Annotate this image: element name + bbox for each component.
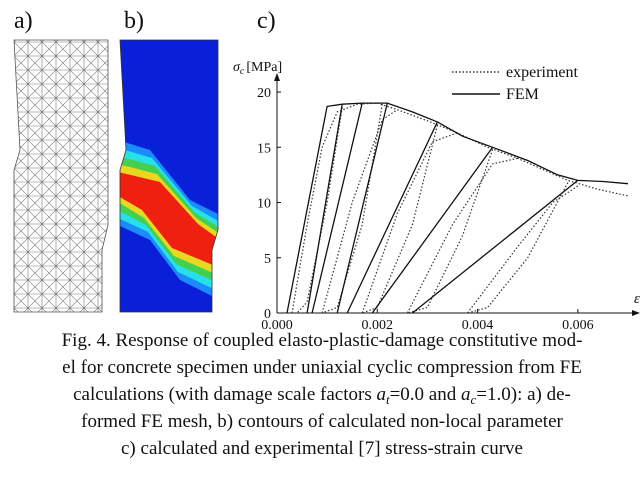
x-axis-label: ε <box>634 291 640 307</box>
y-arrow <box>274 73 280 81</box>
y-label-unit: [MPa] <box>246 60 282 75</box>
caption-text: =1.0): a) de- <box>476 384 571 405</box>
y-tick-label: 0 <box>264 307 271 322</box>
caption-line: Fig. 4. Response of coupled elasto-plast… <box>62 330 583 351</box>
caption-line: el for concrete specimen under uniaxial … <box>62 357 582 378</box>
y-tick-label: 15 <box>257 141 271 156</box>
x-tick-label: 0.004 <box>462 318 494 333</box>
y-tick-label: 5 <box>264 252 271 267</box>
caption-var: a <box>376 384 386 405</box>
caption-line: calculations (with damage scale factors … <box>73 384 571 407</box>
legend-label: experiment <box>506 64 579 81</box>
x-arrow <box>632 310 640 316</box>
y-tick-label: 10 <box>257 197 271 212</box>
caption: Fig. 4. Response of coupled elasto-plast… <box>62 330 583 459</box>
caption-sub: c <box>471 392 477 407</box>
x-tick-label: 0.002 <box>362 318 394 333</box>
legend-label: FEM <box>506 86 539 103</box>
y-tick-label: 20 <box>257 86 271 101</box>
panel-label: c) <box>257 8 276 34</box>
caption-text: calculations (with damage scale factors <box>73 384 376 405</box>
fe-mesh <box>13 39 109 313</box>
y-label-subscript: c <box>240 66 245 77</box>
x-tick-label: 0.000 <box>261 318 293 333</box>
caption-text: =0.0 and <box>390 384 461 405</box>
y-axis-label: σc [MPa] <box>233 60 282 77</box>
caption-sub: t <box>386 392 390 407</box>
series-line <box>286 102 629 314</box>
y-label-symbol: σ <box>233 60 241 75</box>
caption-line: c) calculated and experimental [7] stres… <box>121 438 523 459</box>
series-line <box>291 102 629 314</box>
panel-label: a) <box>14 8 33 34</box>
caption-var: a <box>461 384 471 405</box>
contour-plot <box>120 40 218 312</box>
panel-label: b) <box>124 8 144 34</box>
caption-line: formed FE mesh, b) contours of calculate… <box>81 411 563 432</box>
x-tick-label: 0.006 <box>562 318 594 333</box>
chart: 0 5 10 15 20 0.000 0.002 0.004 0.006 σc [MPa] ε expe… <box>233 60 640 333</box>
contour-outline <box>119 39 219 313</box>
